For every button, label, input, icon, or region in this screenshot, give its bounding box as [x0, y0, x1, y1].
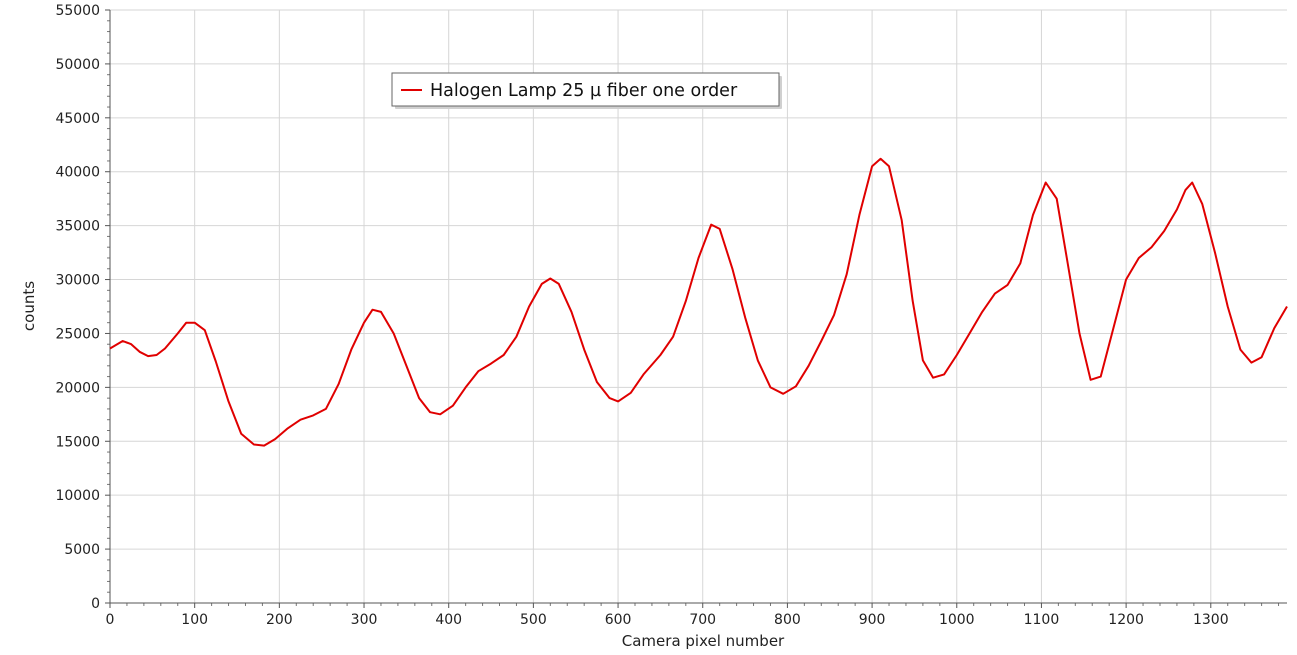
- y-tick-label: 10000: [55, 488, 100, 504]
- y-tick-label: 45000: [55, 111, 100, 127]
- legend-box: [391, 72, 780, 107]
- y-tick-label: 25000: [55, 326, 100, 342]
- y-tick-label: 15000: [55, 434, 100, 450]
- y-tick-label: 50000: [55, 57, 100, 73]
- x-tick-label: 1200: [1108, 612, 1144, 628]
- x-tick-label: 300: [351, 612, 378, 628]
- x-tick-label: 400: [435, 612, 462, 628]
- x-tick-label: 1100: [1024, 612, 1060, 628]
- x-tick-label: 0: [106, 612, 115, 628]
- legend: Halogen Lamp 25 µ fiber one order: [391, 72, 782, 109]
- x-tick-label: 200: [266, 612, 293, 628]
- y-tick-label: 0: [91, 596, 100, 612]
- x-tick-label: 900: [859, 612, 886, 628]
- x-tick-label: 100: [181, 612, 208, 628]
- y-tick-label: 30000: [55, 273, 100, 289]
- series-layer: [109, 157, 1288, 447]
- y-tick-label: 55000: [55, 3, 100, 19]
- y-axis-tick-labels: 0 5000 10000 15000 20000 25000 30000 35000 40000…: [55, 3, 100, 612]
- x-tick-label: 700: [689, 612, 716, 628]
- y-tick-label: 20000: [55, 380, 100, 396]
- y-tick-label: 40000: [55, 165, 100, 181]
- x-tick-label: 1300: [1193, 612, 1229, 628]
- x-axis-tick-labels: 0 100 200 300 400 500 600 700 800 900 1000 1100 1200…: [106, 612, 1229, 628]
- legend-entry-label: Halogen Lamp 25 µ fiber one order: [430, 81, 738, 101]
- x-tick-label: 600: [605, 612, 632, 628]
- x-tick-label: 800: [774, 612, 801, 628]
- y-tick-label: 35000: [55, 219, 100, 235]
- y-tick-label: 5000: [64, 542, 100, 558]
- x-tick-label: 1000: [939, 612, 975, 628]
- x-tick-label: 500: [520, 612, 547, 628]
- y-axis-title: counts: [20, 281, 38, 331]
- series-line-0: [109, 157, 1288, 447]
- chart-axes: [105, 9, 1287, 608]
- x-axis-title: Camera pixel number: [622, 632, 785, 650]
